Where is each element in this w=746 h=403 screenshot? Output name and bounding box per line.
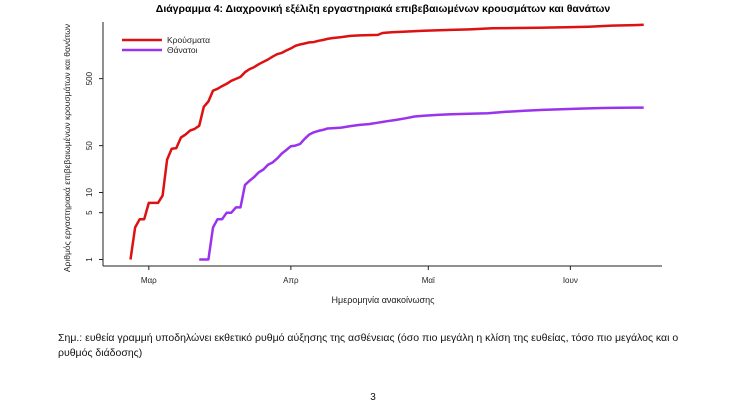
legend-label-deaths: Θάνατοι [167, 45, 198, 55]
x-tick-label: Μαϊ [422, 276, 435, 285]
y-tick-label: 1 [85, 257, 94, 262]
x-axis-ticks: Μαρ Απρ Μαϊ Ιουν [141, 266, 578, 285]
x-tick-label: Απρ [283, 276, 299, 285]
y-axis-title: Αριθμός εργαστηριακά επιβεβαιωμένων κρου… [62, 24, 72, 272]
legend: Κρούσματα Θάνατοι [122, 35, 210, 55]
series-line-cases [129, 23, 644, 260]
page-number: 3 [370, 392, 376, 403]
y-tick-label: 5 [85, 210, 94, 215]
x-axis-title: Ημερομηνία ανακοίνωσης [332, 295, 436, 305]
chart-title: Διάγραμμα 4: Διαχρονική εξέλιξη εργαστηρ… [156, 3, 611, 15]
chart: Διάγραμμα 4: Διαχρονική εξέλιξη εργαστηρ… [62, 3, 662, 305]
footnote: Σημ.: ευθεία γραμμή υποδηλώνει εκθετικό … [58, 332, 679, 359]
y-tick-label: 500 [85, 71, 94, 85]
y-tick-label: 50 [85, 141, 94, 150]
series-lines [129, 23, 644, 261]
legend-label-cases: Κρούσματα [167, 35, 210, 45]
x-tick-label: Ιουν [563, 276, 578, 285]
y-axis-title-group: Αριθμός εργαστηριακά επιβεβαιωμένων κρου… [62, 24, 72, 272]
y-tick-label: 10 [85, 187, 94, 196]
series-line-deaths [199, 106, 644, 261]
y-axis-ticks: 1 5 10 50 500 [85, 71, 103, 262]
x-tick-label: Μαρ [141, 276, 157, 285]
